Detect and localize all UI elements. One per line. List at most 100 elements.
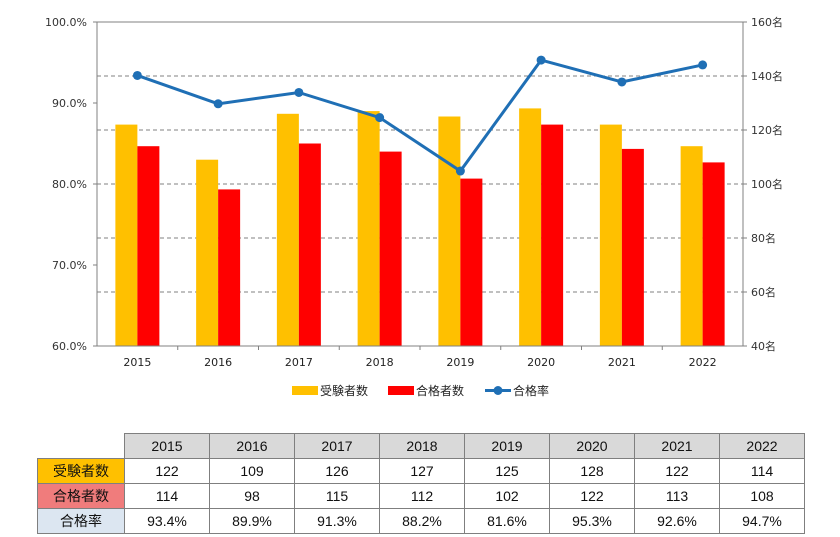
bar-passers (702, 162, 725, 346)
bar-examinees (115, 124, 138, 346)
x-axis-tick-label: 2017 (285, 356, 313, 369)
rate-point (132, 70, 142, 80)
table-cell: 91.3% (294, 508, 380, 534)
right-axis-tick-label: 60名 (751, 285, 776, 299)
rate-point (617, 77, 627, 87)
table-cell: 114 (124, 483, 210, 509)
bar-examinees (599, 124, 622, 346)
right-axis-tick-label: 160名 (751, 15, 783, 29)
table-cell: 122 (634, 458, 720, 484)
data-table: 2015 2016 2017 2018 2019 2020 2021 2022 … (37, 433, 805, 534)
right-axis-tick-label: 40名 (751, 339, 776, 353)
table-cell: 114 (719, 458, 805, 484)
table-row-passers: 合格者数 114 98 115 112 102 122 113 108 (37, 483, 805, 509)
right-axis-tick-label: 120名 (751, 123, 783, 137)
x-axis-tick-label: 2020 (527, 356, 555, 369)
rate-line (132, 55, 708, 176)
bar-examinees (680, 146, 703, 346)
table-cell: 115 (294, 483, 380, 509)
table-cell: 127 (379, 458, 465, 484)
table-year: 2017 (294, 433, 380, 459)
table-row-examinees: 受験者数 122 109 126 127 125 128 122 114 (37, 458, 805, 484)
legend: 受験者数 合格者数 合格率 (292, 383, 549, 398)
table-year: 2021 (634, 433, 720, 459)
table-year: 2018 (379, 433, 465, 459)
bar-passers (137, 146, 160, 346)
x-axis-tick-label: 2019 (446, 356, 474, 369)
bar-passers (621, 148, 644, 346)
bar-passers (541, 124, 564, 346)
x-axis-tick-label: 2021 (608, 356, 636, 369)
table-cell: 94.7% (719, 508, 805, 534)
legend-label: 合格者数 (416, 383, 464, 398)
bar-examinees (357, 111, 380, 346)
table-year: 2016 (209, 433, 295, 459)
bar-passers (379, 151, 402, 346)
bar-passers (460, 178, 483, 346)
table-cell: 95.3% (549, 508, 635, 534)
table-cell: 126 (294, 458, 380, 484)
legend-swatch (388, 386, 414, 395)
bar-examinees (196, 159, 219, 346)
rate-point (536, 55, 546, 65)
row-label-pass-rate: 合格率 (37, 508, 125, 534)
row-label-examinees: 受験者数 (37, 458, 125, 484)
axes: 40名 60名 80名 100名 120名 140名 160名 60.0% 70.0% 80.0%… (45, 15, 783, 369)
table-year: 2019 (464, 433, 550, 459)
x-axis-tick-label: 2016 (204, 356, 232, 369)
table-cell: 122 (124, 458, 210, 484)
rate-point (213, 99, 223, 109)
gridlines (97, 75, 743, 293)
rate-point (375, 113, 385, 123)
rate-point (294, 87, 304, 97)
rate-line-path (136, 58, 703, 174)
left-axis-tick-label: 60.0% (52, 340, 87, 353)
table-cell: 109 (209, 458, 295, 484)
table-cell: 108 (719, 483, 805, 509)
rate-point (698, 60, 708, 70)
left-axis-tick-label: 100.0% (45, 16, 87, 29)
table-cell: 122 (549, 483, 635, 509)
x-axis-tick-label: 2015 (123, 356, 151, 369)
bar-examinees (519, 108, 542, 347)
bars (115, 108, 725, 347)
bar-passers (218, 189, 241, 346)
table-header-row: 2015 2016 2017 2018 2019 2020 2021 2022 (38, 433, 805, 459)
table-corner (38, 434, 125, 459)
legend-item: 受験者数 (292, 383, 368, 398)
legend-item: 合格者数 (388, 383, 464, 398)
table-cell: 112 (379, 483, 465, 509)
table-cell: 125 (464, 458, 550, 484)
rate-point (455, 166, 465, 176)
left-axis-tick-label: 80.0% (52, 178, 87, 191)
legend-swatch (292, 386, 318, 395)
x-axis-tick-label: 2022 (689, 356, 717, 369)
table-cell: 128 (549, 458, 635, 484)
table-year: 2020 (549, 433, 635, 459)
table-cell: 88.2% (379, 508, 465, 534)
legend-item: 合格率 (485, 383, 549, 398)
left-axis-tick-label: 70.0% (52, 259, 87, 272)
table-row-pass-rate: 合格率 93.4% 89.9% 91.3% 88.2% 81.6% 95.3% … (37, 508, 805, 534)
bar-examinees (276, 113, 299, 346)
table-cell: 89.9% (209, 508, 295, 534)
bar-examinees (438, 116, 461, 346)
right-axis-tick-label: 100名 (751, 177, 783, 191)
x-axis-tick-label: 2018 (366, 356, 394, 369)
table-cell: 102 (464, 483, 550, 509)
right-axis-tick-label: 80名 (751, 231, 776, 245)
combo-chart: 40名 60名 80名 100名 120名 140名 160名 60.0% 70.0% 80.0%… (45, 15, 783, 398)
bar-passers (298, 143, 321, 346)
table-cell: 93.4% (124, 508, 210, 534)
legend-marker (493, 386, 503, 395)
table-cell: 113 (634, 483, 720, 509)
left-axis-tick-label: 90.0% (52, 97, 87, 110)
row-label-passers: 合格者数 (37, 483, 125, 509)
legend-label: 受験者数 (320, 383, 368, 398)
table-cell: 98 (209, 483, 295, 509)
table-year: 2022 (719, 433, 805, 459)
table-year: 2015 (124, 433, 210, 459)
table-cell: 81.6% (464, 508, 550, 534)
table-cell: 92.6% (634, 508, 720, 534)
right-axis-tick-label: 140名 (751, 69, 783, 83)
